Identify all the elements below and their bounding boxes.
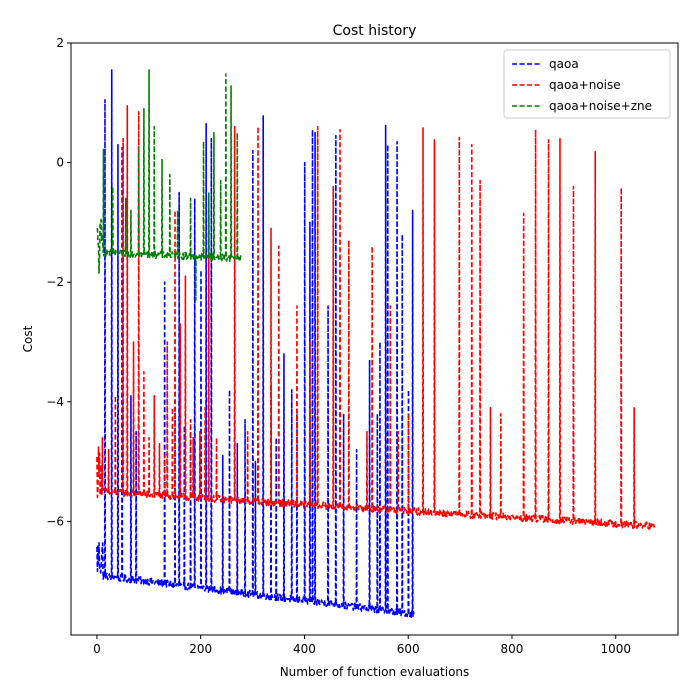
y-axis: 2 0 −2 −4 −6	[46, 36, 71, 528]
legend-label: qaoa+noise	[549, 78, 621, 92]
x-tick-label: 400	[293, 642, 316, 656]
y-tick-label: −6	[46, 514, 64, 528]
legend-label: qaoa+noise+zne	[549, 99, 652, 113]
x-tick-label: 800	[501, 642, 524, 656]
plot-frame	[70, 42, 679, 636]
y-tick-label: 0	[56, 156, 64, 170]
y-axis-title: Cost	[21, 325, 35, 352]
x-axis: 0 200 400 600 800 1000	[93, 635, 631, 656]
series-line-qaoa	[96, 69, 416, 619]
legend-box	[503, 49, 671, 119]
x-tick-label: 1000	[600, 642, 631, 656]
y-tick-label: 2	[56, 36, 64, 50]
x-tick-label: 0	[93, 642, 101, 656]
chart-title: Cost history	[333, 23, 417, 39]
legend: qaoa qaoa+noise qaoa+noise+zne	[503, 49, 671, 119]
x-axis-title: Number of function evaluations	[280, 665, 470, 679]
series-line-qaoa-noise	[96, 104, 656, 531]
y-tick-label: −2	[46, 275, 64, 289]
legend-label: qaoa	[549, 57, 579, 71]
series-layer	[96, 69, 656, 619]
x-tick-label: 200	[189, 642, 212, 656]
x-tick-label: 600	[397, 642, 420, 656]
y-tick-label: −4	[46, 395, 64, 409]
series-line-qaoa-noise-zne	[96, 69, 243, 301]
